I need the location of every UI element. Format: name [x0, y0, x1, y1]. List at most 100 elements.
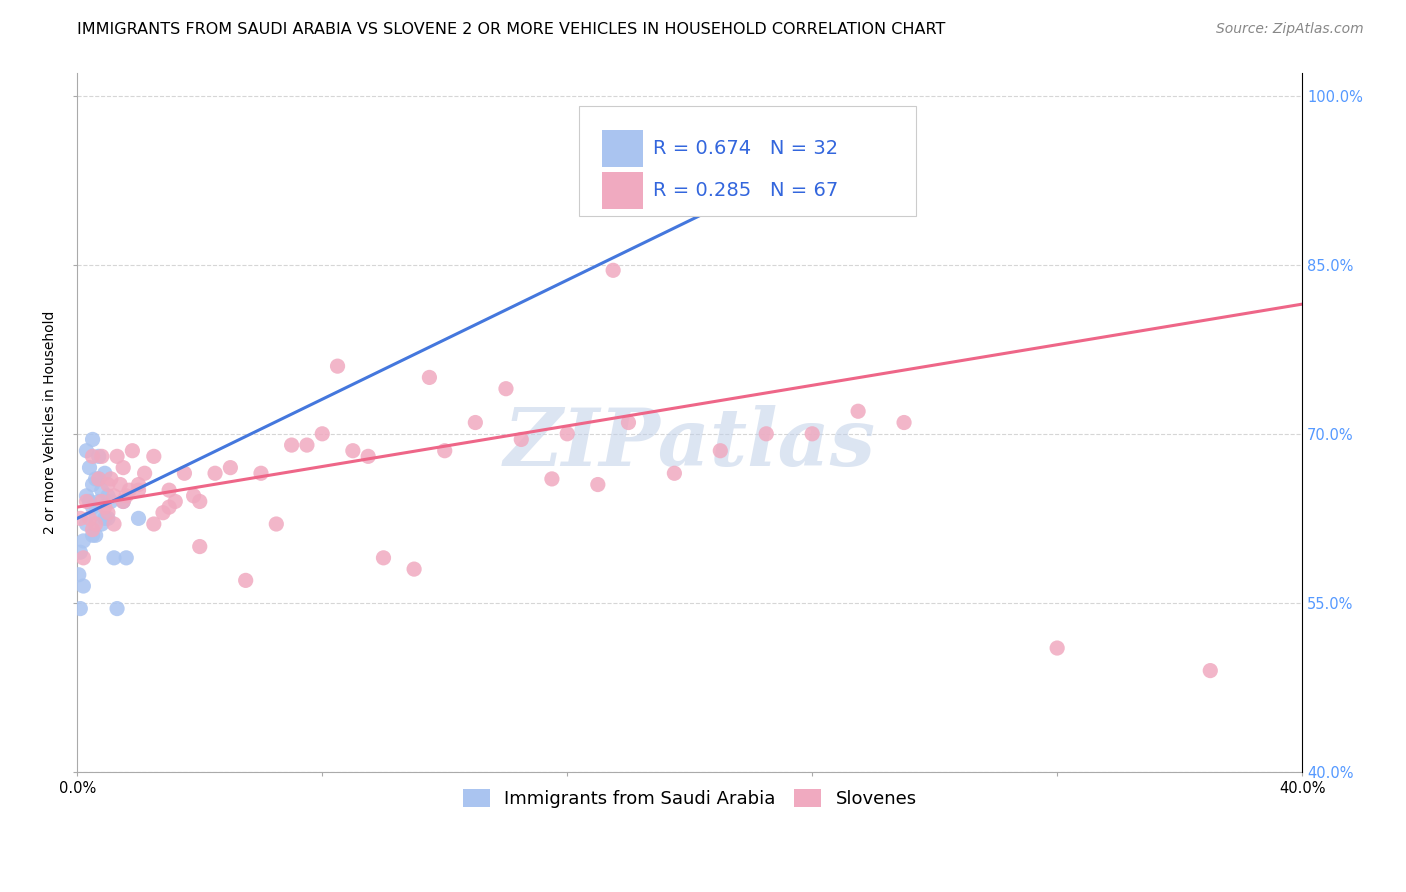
Text: IMMIGRANTS FROM SAUDI ARABIA VS SLOVENE 2 OR MORE VEHICLES IN HOUSEHOLD CORRELAT: IMMIGRANTS FROM SAUDI ARABIA VS SLOVENE … — [77, 22, 946, 37]
Point — [105, 450, 128, 464]
Point — [97, 489, 120, 503]
Point — [357, 450, 380, 464]
Point — [1046, 641, 1069, 656]
Point — [801, 426, 824, 441]
Point — [266, 516, 288, 531]
Point — [295, 438, 318, 452]
Point — [84, 506, 107, 520]
Y-axis label: 2 or more Vehicles in Household: 2 or more Vehicles in Household — [44, 310, 58, 534]
Point — [280, 438, 302, 452]
Point — [115, 489, 138, 503]
Point — [112, 494, 135, 508]
Point — [87, 494, 110, 508]
Point — [1199, 664, 1222, 678]
Point — [90, 450, 112, 464]
Point — [152, 506, 174, 520]
FancyBboxPatch shape — [602, 172, 643, 209]
Point — [103, 489, 125, 503]
Point — [311, 426, 333, 441]
Point — [128, 477, 150, 491]
Point — [82, 450, 104, 464]
Text: ZIPatlas: ZIPatlas — [503, 405, 876, 483]
Point — [97, 511, 120, 525]
Point — [82, 433, 104, 447]
Point — [79, 494, 101, 508]
Point — [72, 533, 94, 548]
Point — [142, 516, 165, 531]
Point — [82, 528, 104, 542]
Point — [97, 506, 120, 520]
Point — [586, 477, 609, 491]
Point — [204, 467, 226, 481]
Point — [118, 483, 141, 498]
Point — [709, 443, 731, 458]
Point — [75, 489, 97, 503]
Point — [342, 443, 364, 458]
Point — [235, 574, 257, 588]
Point — [100, 494, 122, 508]
Point — [69, 545, 91, 559]
Text: R = 0.674   N = 32: R = 0.674 N = 32 — [652, 139, 838, 158]
Point — [94, 511, 117, 525]
Point — [121, 443, 143, 458]
Point — [555, 426, 578, 441]
Point — [100, 472, 122, 486]
Point — [326, 359, 349, 373]
Point — [157, 483, 180, 498]
Point — [128, 511, 150, 525]
Point — [97, 477, 120, 491]
Point — [90, 516, 112, 531]
Point — [94, 467, 117, 481]
Point — [617, 416, 640, 430]
Point — [183, 489, 205, 503]
Point — [67, 567, 90, 582]
Point — [115, 550, 138, 565]
Point — [464, 416, 486, 430]
Point — [72, 550, 94, 565]
Point — [87, 450, 110, 464]
Point — [84, 528, 107, 542]
Point — [82, 477, 104, 491]
Point — [846, 404, 869, 418]
Point — [105, 601, 128, 615]
FancyBboxPatch shape — [579, 106, 917, 216]
Point — [82, 500, 104, 514]
Point — [173, 467, 195, 481]
Point — [94, 500, 117, 514]
Point — [69, 511, 91, 525]
Text: Source: ZipAtlas.com: Source: ZipAtlas.com — [1216, 22, 1364, 37]
Point — [87, 472, 110, 486]
Point — [69, 601, 91, 615]
Legend: Immigrants from Saudi Arabia, Slovenes: Immigrants from Saudi Arabia, Slovenes — [456, 781, 924, 815]
Point — [87, 472, 110, 486]
Point — [75, 443, 97, 458]
Point — [134, 467, 156, 481]
Point — [128, 483, 150, 498]
Point — [79, 460, 101, 475]
Point — [112, 494, 135, 508]
Point — [250, 467, 273, 481]
Point — [84, 516, 107, 531]
Point — [75, 494, 97, 508]
Point — [165, 494, 187, 508]
Point — [188, 494, 211, 508]
Point — [433, 443, 456, 458]
Point — [157, 500, 180, 514]
Point — [373, 550, 395, 565]
Point — [103, 550, 125, 565]
Point — [602, 263, 624, 277]
Point — [755, 426, 778, 441]
Text: R = 0.285   N = 67: R = 0.285 N = 67 — [652, 181, 838, 200]
Point — [219, 460, 242, 475]
Point — [495, 382, 517, 396]
Point — [90, 494, 112, 508]
Point — [72, 579, 94, 593]
Point — [541, 472, 564, 486]
Point — [103, 516, 125, 531]
Point — [79, 511, 101, 525]
Point — [404, 562, 426, 576]
Point — [112, 460, 135, 475]
Point — [142, 450, 165, 464]
Point — [664, 467, 686, 481]
Point — [418, 370, 440, 384]
